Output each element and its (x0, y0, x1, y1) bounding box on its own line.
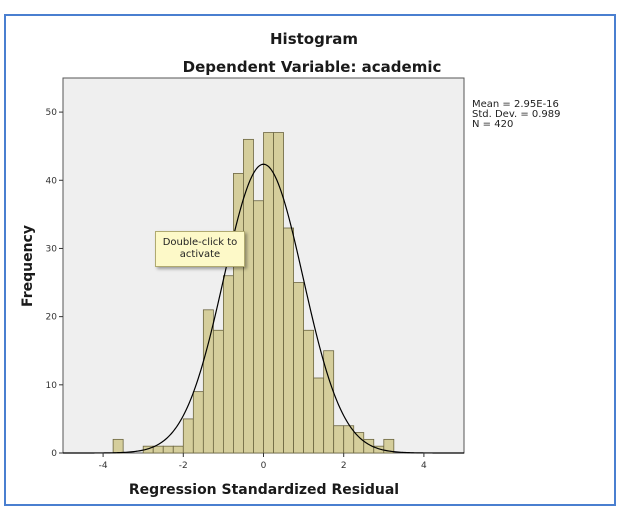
histogram-bar (182, 418, 194, 454)
histogram-bar (323, 350, 335, 454)
histogram-bar (192, 391, 204, 454)
histogram-bar (243, 138, 254, 454)
histogram-bar (263, 132, 274, 454)
chart-title: Histogram (270, 30, 358, 48)
x-tick-label: 0 (261, 461, 267, 471)
x-tick-label: -2 (179, 461, 188, 471)
y-axis-label: Frequency (20, 225, 36, 307)
histogram-bar (172, 445, 184, 454)
chart-subtitle: Dependent Variable: academic (183, 58, 442, 76)
stats-mean: Mean = 2.95E-16 (472, 99, 559, 110)
y-tick-label: 40 (46, 176, 58, 186)
activate-tooltip[interactable]: Double-click to activate (155, 231, 245, 267)
histogram-bars (112, 132, 395, 454)
y-tick-label: 30 (46, 244, 58, 254)
histogram-bar (152, 445, 164, 454)
y-tick-label: 50 (46, 108, 58, 118)
x-tick-label: 4 (421, 461, 427, 471)
histogram-bar (383, 438, 395, 454)
histogram-bar (303, 329, 315, 454)
histogram-bar (112, 438, 124, 454)
y-tick-label: 10 (46, 381, 58, 391)
tooltip-line-2: activate (179, 249, 221, 260)
histogram-bar (273, 132, 284, 454)
histogram-chart: Histogram Dependent Variable: academic -… (20, 30, 561, 498)
histogram-bar (162, 445, 174, 454)
histogram-bar (283, 227, 294, 454)
stats-n: N = 420 (472, 119, 513, 130)
chart-frame[interactable]: Histogram Dependent Variable: academic -… (4, 14, 616, 506)
normal-curve (63, 163, 464, 454)
x-tick-label: -4 (99, 461, 108, 471)
histogram-bar (253, 200, 264, 454)
y-tick-label: 20 (46, 313, 58, 323)
y-tick-label: 0 (51, 449, 57, 459)
histogram-bar (353, 432, 365, 454)
x-tick-label: 2 (341, 461, 347, 471)
histogram-bar (293, 282, 305, 454)
x-axis-label: Regression Standardized Residual (129, 482, 399, 498)
tooltip-line-1: Double-click to (162, 237, 238, 248)
stats-std-dev: Std. Dev. = 0.989 (472, 109, 561, 120)
histogram-bar (222, 275, 234, 454)
histogram-bar (212, 329, 224, 454)
histogram-bar (333, 425, 345, 454)
histogram-bar (313, 377, 325, 454)
